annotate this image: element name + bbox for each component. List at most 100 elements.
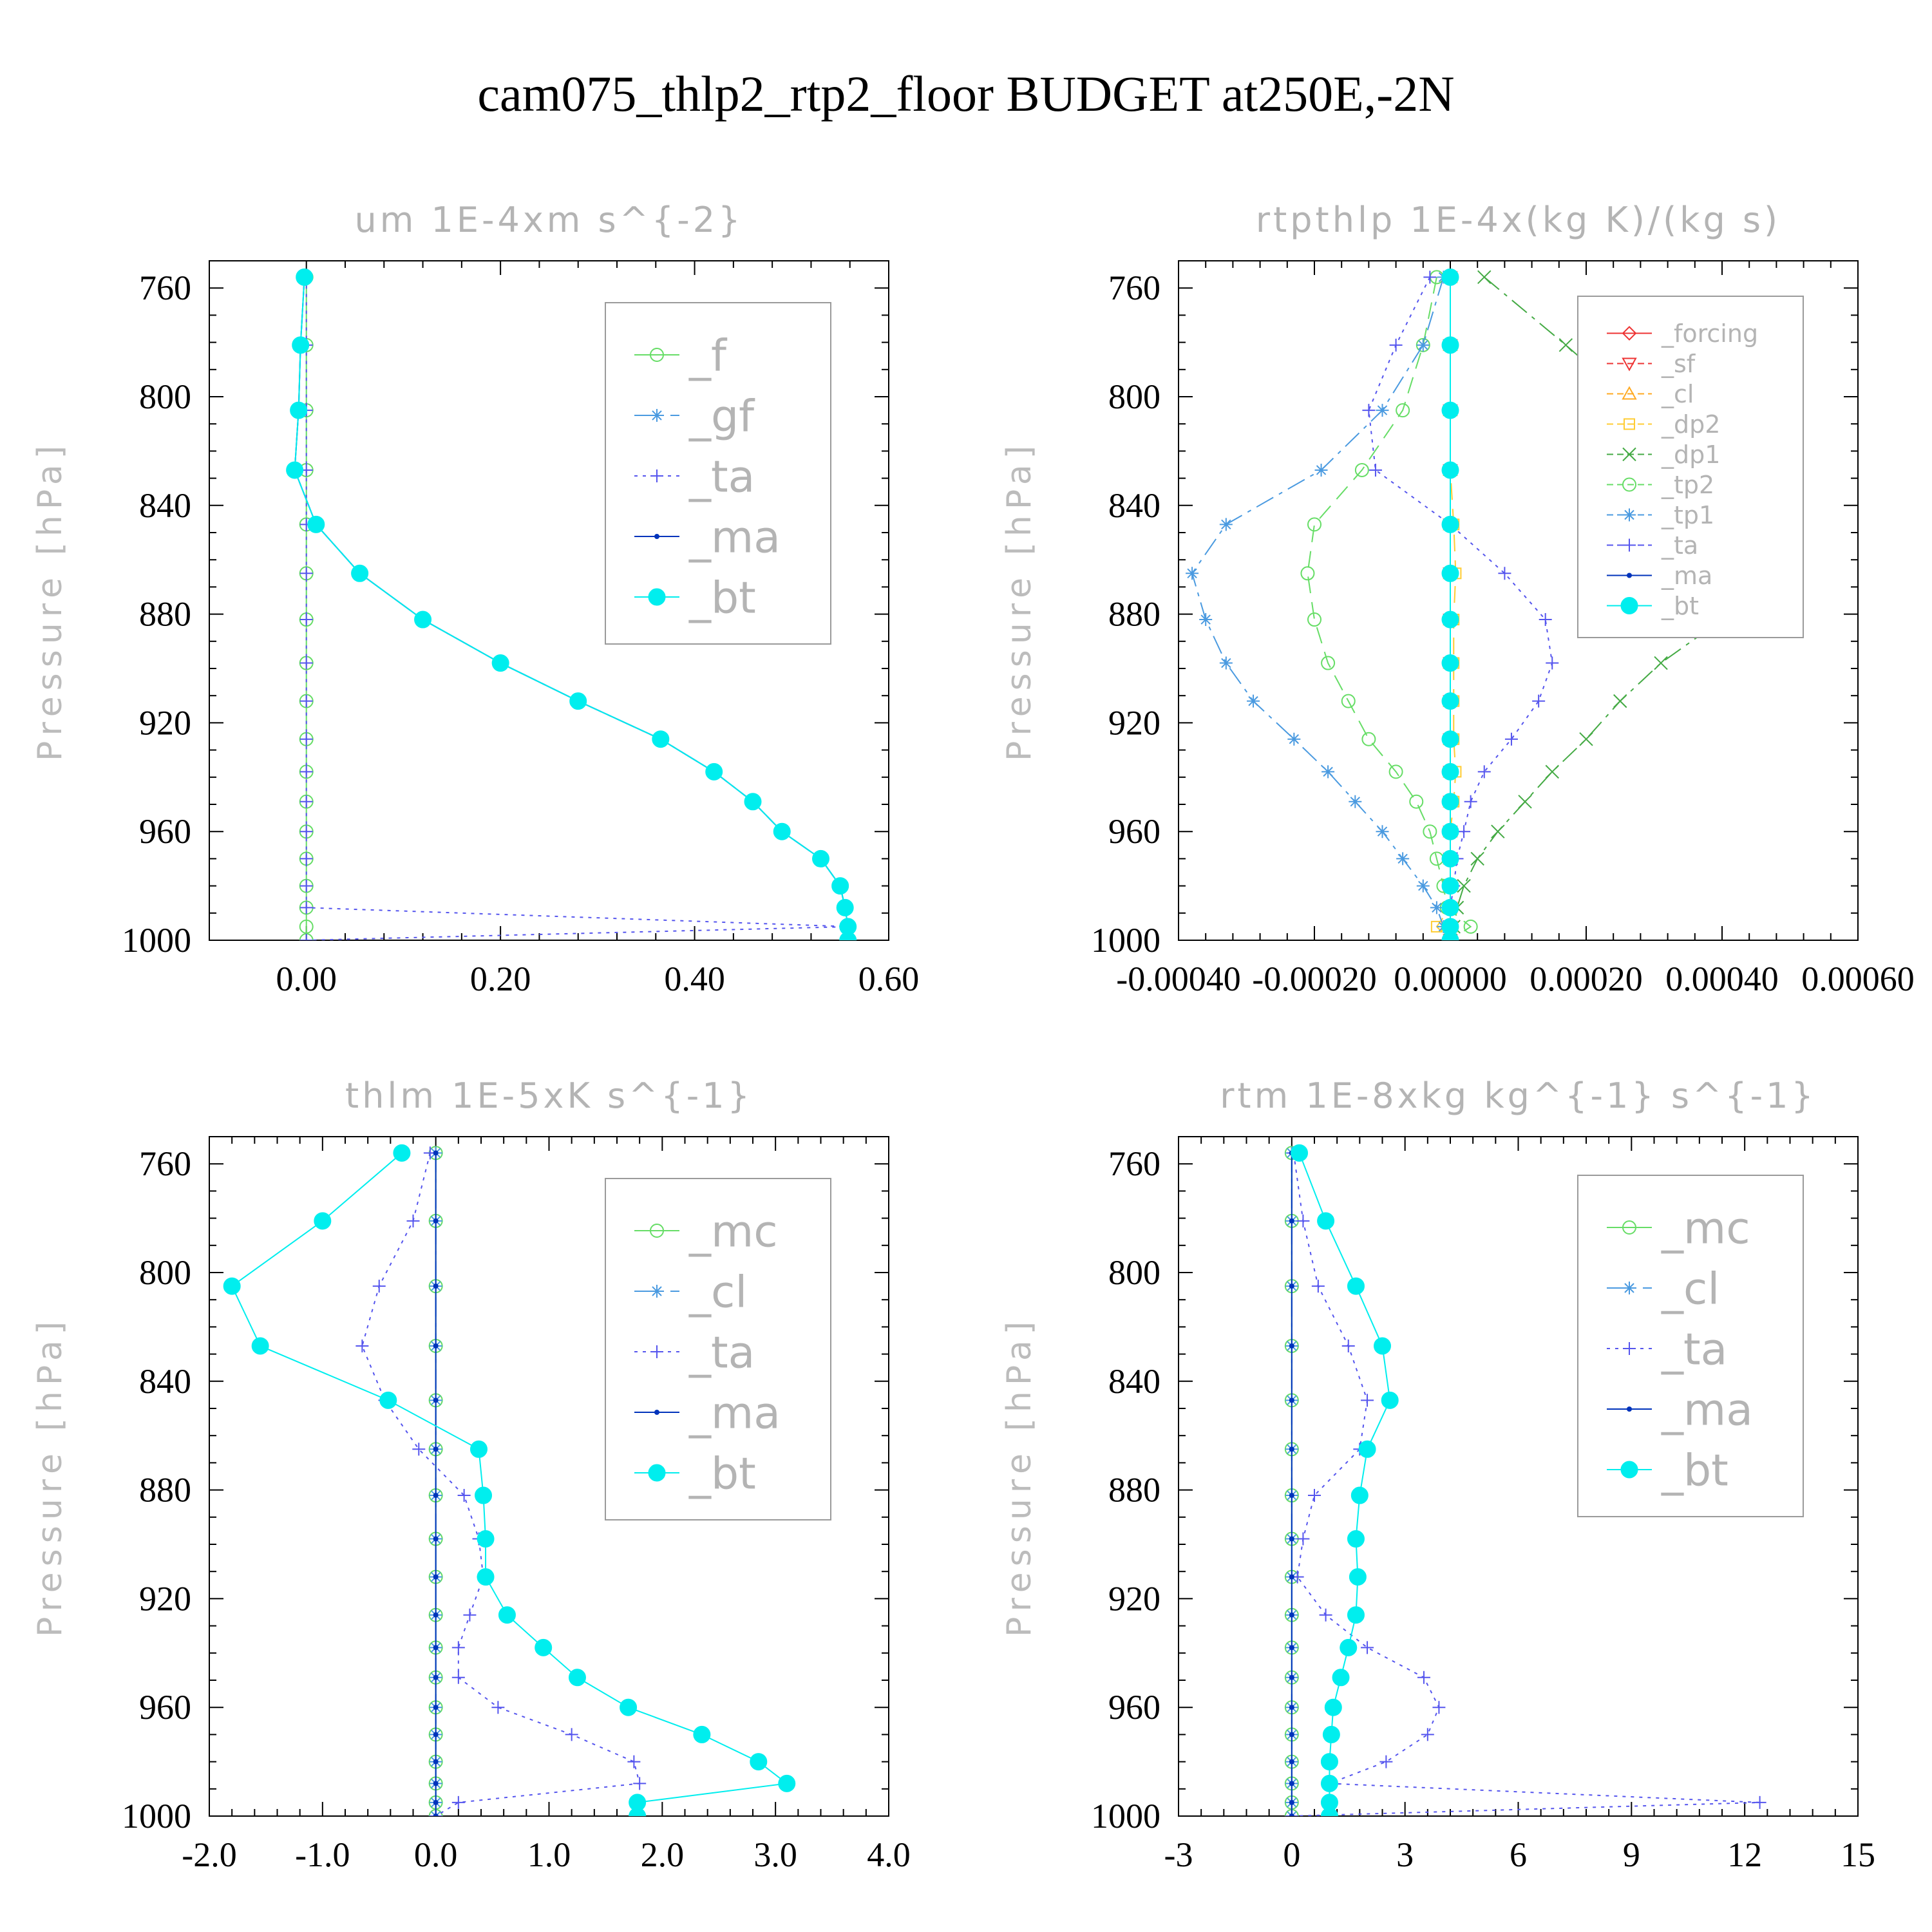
x-tick-label: 3.0 — [753, 1835, 797, 1874]
data-point — [1324, 1698, 1342, 1716]
data-point — [1396, 852, 1410, 866]
data-point — [1308, 1489, 1321, 1502]
data-point — [433, 1343, 439, 1349]
legend-label: _dp1 — [1661, 440, 1720, 469]
data-point — [1532, 694, 1546, 708]
data-point — [1289, 1814, 1294, 1816]
legend-label: _tp2 — [1661, 471, 1714, 499]
data-point — [477, 1530, 495, 1548]
y-tick-label: 800 — [139, 1253, 191, 1292]
data-point — [491, 1701, 505, 1714]
data-point — [299, 879, 313, 893]
data-point — [1186, 567, 1199, 580]
legend-marker — [650, 1285, 663, 1298]
data-point — [1347, 1277, 1365, 1295]
legend-label: _bt — [688, 573, 756, 623]
data-point — [1289, 1732, 1294, 1738]
y-tick-label: 1000 — [122, 1797, 191, 1835]
legend: _mc _cl _ta _ma _bt — [605, 1178, 831, 1520]
legend-marker — [1620, 1461, 1638, 1479]
data-point — [1441, 692, 1459, 710]
data-point — [1441, 268, 1459, 286]
data-point — [1441, 336, 1459, 354]
data-point — [1579, 732, 1593, 746]
legend-label: _ta — [688, 1327, 755, 1378]
data-point — [1289, 1705, 1294, 1710]
data-point — [1341, 694, 1356, 708]
x-tick-label: 0.00060 — [1801, 960, 1915, 998]
data-point — [1289, 1536, 1294, 1542]
data-point — [1340, 1638, 1358, 1656]
data-point — [1319, 1608, 1332, 1622]
data-point — [498, 1606, 516, 1624]
x-tick-label: 6 — [1510, 1835, 1527, 1874]
legend-box — [1577, 1175, 1804, 1517]
data-point — [1311, 1280, 1325, 1293]
x-tick-label: 0.20 — [470, 960, 531, 998]
data-point — [773, 822, 791, 840]
data-point — [1432, 1701, 1446, 1714]
data-point — [1491, 824, 1505, 838]
series-line-dp2 — [1435, 277, 1457, 940]
data-point — [1441, 898, 1459, 916]
legend-label: _bt — [688, 1448, 756, 1499]
data-point — [1504, 732, 1518, 746]
data-point — [1347, 1530, 1365, 1548]
x-tick-label: -1.0 — [295, 1835, 350, 1874]
data-point — [652, 730, 670, 748]
legend-label: _tp1 — [1661, 501, 1714, 529]
legend-label: _gf — [688, 391, 755, 442]
panel-2: rtpthlp 1E-4x(kg K)/(kg s) Pressure [hPa]… — [1000, 200, 1915, 998]
data-point — [1322, 1725, 1340, 1743]
data-point — [1477, 270, 1492, 285]
panel-title: um 1E-4xm s^{-2} — [355, 200, 744, 240]
data-point — [1441, 401, 1459, 419]
panel-4: rtm 1E-8xkg kg^{-1} s^{-1} Pressure [hPa]… — [1000, 1075, 1875, 1874]
y-tick-label: 1000 — [1091, 921, 1160, 960]
data-point — [451, 1795, 465, 1809]
legend-marker — [654, 1410, 659, 1415]
data-point — [1381, 1391, 1399, 1409]
data-point — [414, 611, 432, 629]
data-point — [1441, 822, 1459, 840]
data-point — [1307, 612, 1321, 627]
data-point — [1289, 1343, 1294, 1349]
y-axis-label: Pressure [hPa] — [1000, 440, 1039, 761]
data-point — [355, 1339, 369, 1352]
data-point — [1388, 764, 1403, 779]
series-line-ta — [361, 1153, 641, 1816]
y-tick-label: 840 — [1108, 486, 1160, 525]
data-point — [433, 1536, 439, 1542]
data-point — [1539, 613, 1552, 627]
data-point — [314, 1212, 332, 1230]
data-point — [1441, 611, 1459, 629]
data-point — [299, 901, 313, 914]
data-point — [299, 919, 314, 934]
data-point — [299, 656, 313, 670]
data-point — [451, 1641, 465, 1654]
legend-marker — [1624, 418, 1635, 430]
x-tick-label: 0 — [1283, 1835, 1300, 1874]
data-point — [1347, 1606, 1365, 1624]
data-point — [299, 694, 313, 708]
legend: _f _gf _ta _ma _bt — [605, 302, 831, 645]
data-point — [535, 1638, 553, 1656]
data-point — [1349, 795, 1362, 808]
data-point — [1477, 765, 1491, 779]
data-point — [1464, 795, 1477, 808]
data-point — [433, 1814, 439, 1816]
data-point — [1354, 462, 1369, 477]
data-point — [1247, 694, 1260, 708]
y-tick-label: 920 — [139, 1579, 191, 1618]
data-point — [1374, 1337, 1391, 1355]
legend-marker — [650, 409, 663, 422]
data-point — [299, 567, 313, 580]
x-tick-label: -0.00020 — [1252, 960, 1376, 998]
x-tick-label: 9 — [1623, 1835, 1640, 1874]
data-point — [1441, 762, 1459, 781]
figure-title: cam075_thlp2_rtp2_floor BUDGET at250E,-2… — [477, 66, 1454, 122]
legend-box — [605, 302, 831, 645]
data-point — [1430, 901, 1443, 914]
data-point — [1441, 515, 1459, 533]
